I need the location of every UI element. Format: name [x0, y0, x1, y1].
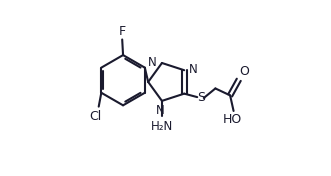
Text: H₂N: H₂N [151, 120, 173, 133]
Text: Cl: Cl [89, 110, 101, 123]
Text: N: N [148, 56, 157, 69]
Text: O: O [240, 65, 250, 78]
Text: F: F [118, 25, 126, 38]
Text: N: N [156, 104, 165, 117]
Text: N: N [189, 63, 198, 76]
Text: S: S [197, 92, 205, 105]
Text: HO: HO [223, 113, 242, 126]
